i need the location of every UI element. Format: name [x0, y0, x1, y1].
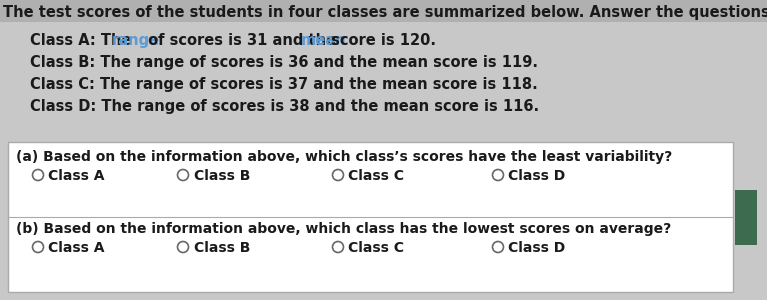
- Text: Class D: Class D: [509, 169, 566, 184]
- Text: Class A: Class A: [48, 242, 105, 256]
- FancyBboxPatch shape: [8, 142, 733, 292]
- Text: Class C: Class C: [348, 169, 404, 184]
- Text: Class D: Class D: [509, 242, 566, 256]
- Text: Class B: The range of scores is 36 and the mean score is 119.: Class B: The range of scores is 36 and t…: [30, 55, 538, 70]
- Text: Class A: The: Class A: The: [30, 33, 137, 48]
- Text: of scores is 31 and the: of scores is 31 and the: [143, 33, 341, 48]
- Text: Class B: Class B: [193, 169, 250, 184]
- Text: Class A: Class A: [48, 169, 105, 184]
- Text: The test scores of the students in four classes are summarized below. Answer the: The test scores of the students in four …: [3, 5, 767, 20]
- Text: (a) Based on the information above, which class’s scores have the least variabil: (a) Based on the information above, whic…: [16, 150, 672, 164]
- Bar: [735, 190, 757, 244]
- Text: Class C: The range of scores is 37 and the mean score is 118.: Class C: The range of scores is 37 and t…: [30, 77, 538, 92]
- Text: score is 120.: score is 120.: [326, 33, 436, 48]
- Text: Class B: Class B: [193, 242, 250, 256]
- Text: range: range: [112, 33, 160, 48]
- Bar: [0, 0, 767, 22]
- Text: (b) Based on the information above, which class has the lowest scores on average: (b) Based on the information above, whic…: [16, 222, 671, 236]
- Text: Class C: Class C: [348, 242, 404, 256]
- Text: mean: mean: [301, 33, 347, 48]
- Text: Class D: The range of scores is 38 and the mean score is 116.: Class D: The range of scores is 38 and t…: [30, 99, 539, 114]
